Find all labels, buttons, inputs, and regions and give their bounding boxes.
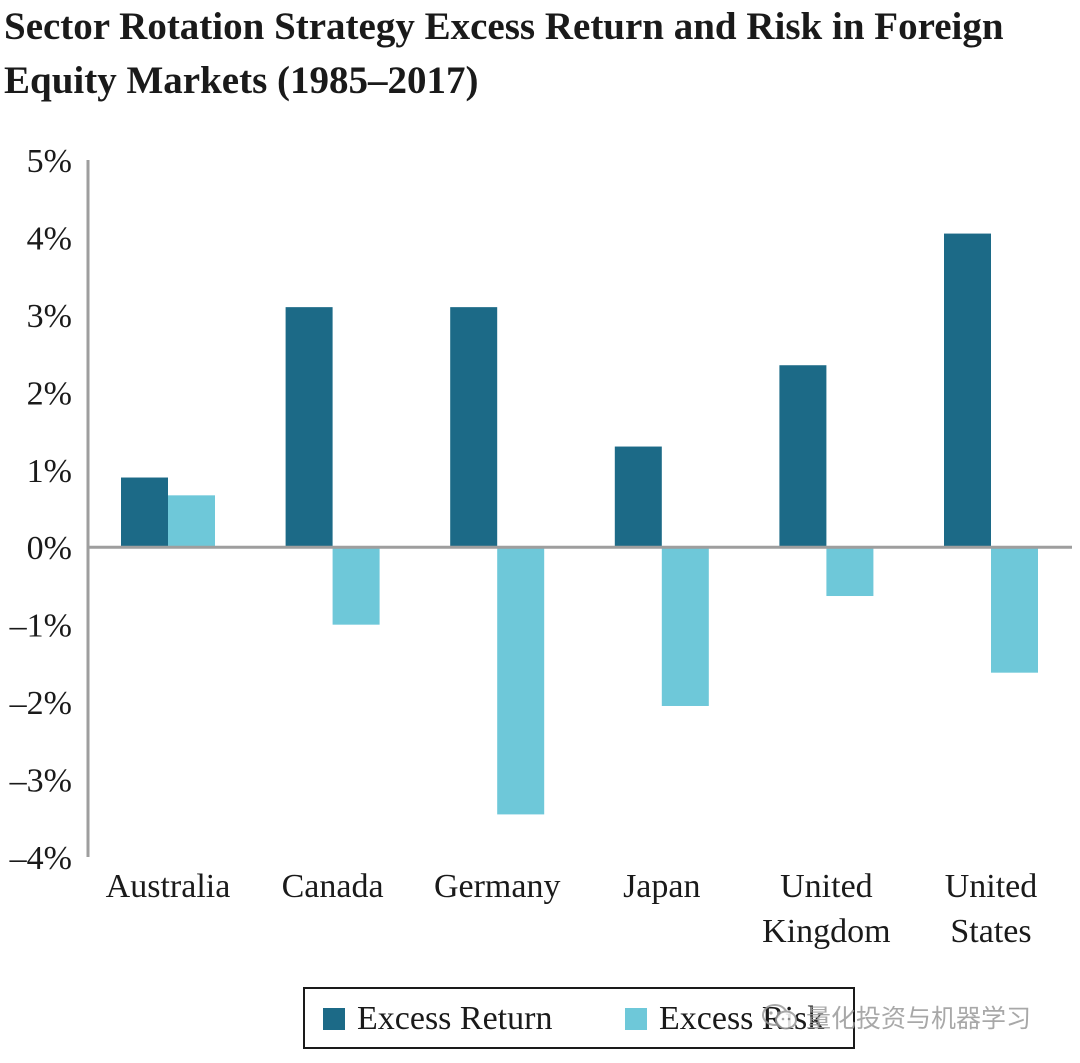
legend-swatch-excess-return: [323, 1008, 345, 1030]
y-tick-label: –1%: [9, 608, 72, 645]
x-tick-label: Japan: [623, 868, 700, 905]
x-tick-label: States: [950, 913, 1031, 950]
y-tick-label: 4%: [27, 220, 72, 257]
x-tick-label: United: [780, 868, 873, 905]
x-tick-label: Kingdom: [762, 913, 890, 950]
y-tick-label: –3%: [9, 763, 72, 800]
bar-excess-return-united-states: [944, 233, 991, 548]
y-tick-label: 5%: [27, 143, 72, 180]
watermark-text: 量化投资与机器学习: [806, 1004, 1032, 1033]
x-tick-label: Germany: [434, 868, 561, 905]
bar-excess-return-germany: [450, 307, 498, 548]
y-tick-label: 2%: [27, 375, 72, 412]
bar-excess-risk-japan: [661, 547, 709, 706]
x-tick-label: Australia: [106, 868, 231, 905]
y-tick-label: 1%: [27, 453, 72, 490]
bar-excess-risk-australia: [168, 495, 215, 548]
wechat-icon: [762, 1004, 797, 1030]
chart-legend: Excess Return Excess Risk: [303, 987, 855, 1049]
bar-excess-risk-germany: [497, 547, 545, 815]
bar-excess-return-canada: [285, 307, 333, 548]
bar-excess-risk-canada: [332, 547, 380, 625]
x-tick-label: Canada: [282, 868, 384, 905]
legend-swatch-excess-risk: [625, 1008, 647, 1030]
chart-title: Sector Rotation Strategy Excess Return a…: [4, 5, 1004, 102]
bar-excess-return-united-kingdom: [779, 365, 827, 548]
x-tick-label: United: [945, 868, 1038, 905]
bar-excess-return-japan: [614, 446, 662, 548]
bar-excess-return-australia: [121, 477, 168, 548]
y-tick-label: 3%: [27, 298, 72, 335]
y-tick-label: 0%: [27, 530, 72, 567]
y-tick-label: –4%: [9, 840, 72, 877]
watermark: 量化投资与机器学习: [760, 999, 1031, 1035]
legend-item-excess-return: Excess Return: [323, 999, 552, 1039]
y-tick-label: –2%: [9, 685, 72, 722]
bar-excess-risk-united-states: [991, 547, 1038, 673]
bar-excess-risk-united-kingdom: [826, 547, 874, 597]
legend-label-excess-return: Excess Return: [357, 1000, 553, 1037]
